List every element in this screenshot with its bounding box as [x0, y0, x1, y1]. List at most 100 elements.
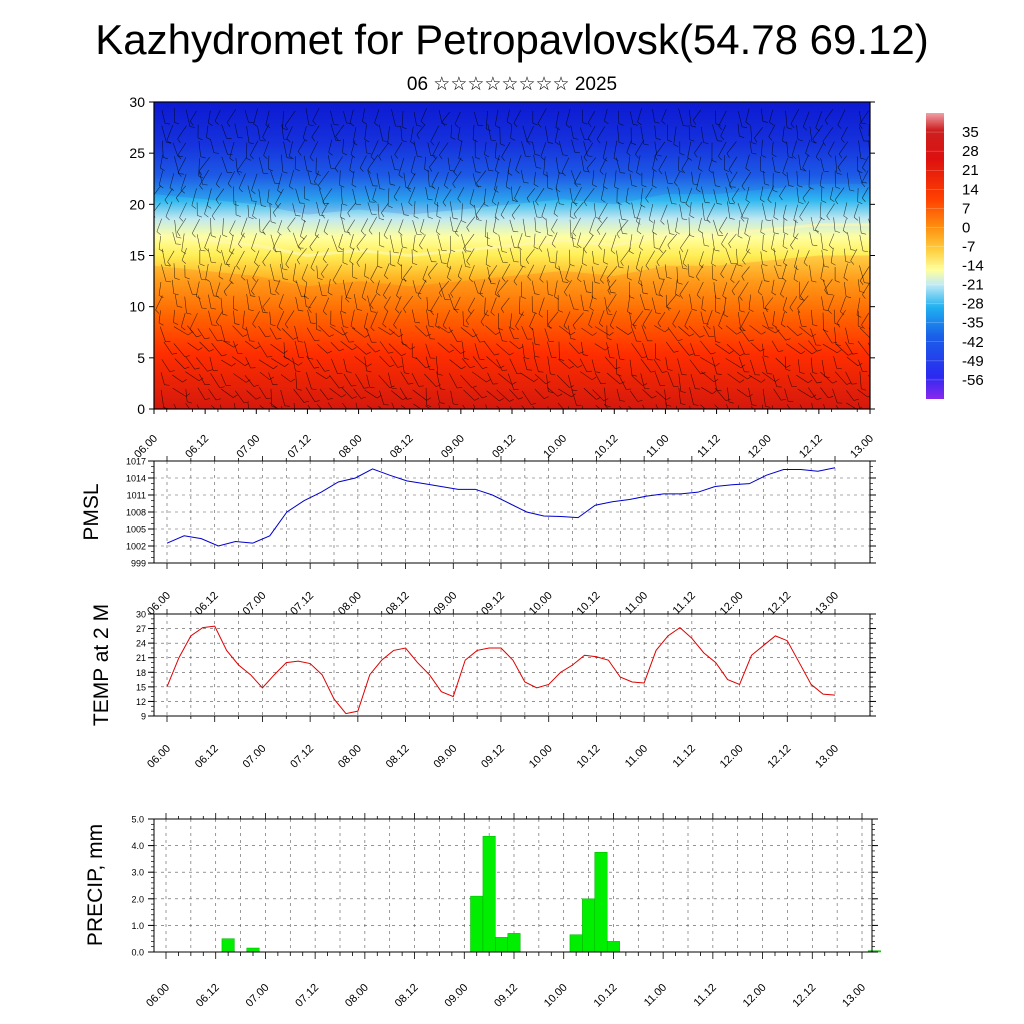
wind-barb-flag	[716, 203, 722, 205]
wind-barb-flag	[703, 323, 709, 325]
wind-barb-flag	[701, 308, 707, 312]
wind-barb	[253, 108, 258, 127]
wind-barb	[636, 218, 642, 235]
wind-barb-flag	[208, 349, 214, 352]
wind-barb-flag	[471, 418, 476, 419]
wind-barb-flag	[383, 235, 388, 240]
wind-barb-flag	[158, 295, 164, 299]
wind-barb-staff	[204, 232, 211, 248]
wind-barb-flag	[591, 296, 597, 300]
wind-barb	[460, 374, 477, 389]
wind-barb	[466, 216, 476, 232]
wind-barb	[629, 359, 637, 377]
wind-barb-flag	[801, 325, 807, 328]
wind-barb	[654, 371, 666, 387]
wind-barb-staff	[390, 356, 398, 368]
wind-barb	[658, 278, 665, 298]
wind-barb-staff	[466, 248, 475, 262]
wind-barb-staff	[283, 342, 286, 358]
wind-barb-flag	[739, 310, 745, 313]
wind-barb	[515, 154, 522, 174]
wind-barb	[472, 387, 488, 399]
wind-barb	[712, 124, 723, 142]
wind-barb	[760, 186, 765, 203]
wind-barb	[533, 356, 544, 373]
wind-barb-flag	[174, 121, 180, 125]
wind-barb	[450, 343, 466, 354]
wind-barb-staff	[700, 357, 716, 367]
wind-barb-flag	[184, 366, 190, 370]
wind-barb-staff	[741, 311, 750, 327]
wind-barb	[391, 402, 395, 409]
wind-barb	[664, 264, 672, 279]
wind-barb-staff	[161, 110, 166, 124]
wind-barb	[718, 141, 727, 161]
wind-barb	[251, 279, 259, 296]
wind-barb-staff	[713, 219, 719, 236]
wind-barb-staff	[799, 201, 810, 217]
wind-barb-flag	[826, 416, 831, 417]
wind-barb-staff	[535, 187, 545, 202]
wind-barb-staff	[198, 295, 202, 309]
wind-barb-staff	[748, 294, 751, 310]
wind-barb-staff	[558, 265, 564, 282]
wind-barb	[679, 141, 685, 156]
wind-barb-staff	[479, 279, 486, 295]
wind-barb	[798, 154, 806, 171]
wind-barb-flag	[650, 370, 656, 373]
wind-barb-staff	[583, 234, 594, 250]
wind-barb	[351, 171, 357, 188]
wind-barb	[599, 310, 605, 327]
wind-barb-staff	[367, 202, 372, 215]
wind-barb-staff	[355, 402, 358, 409]
wind-barb-staff	[173, 263, 176, 279]
wind-barb	[499, 127, 506, 146]
wind-barb	[343, 373, 357, 387]
wind-barb	[339, 170, 345, 188]
wind-barb-flag	[861, 388, 867, 391]
wind-barb-staff	[430, 125, 440, 142]
precip-bars	[221, 836, 881, 953]
wind-barb	[161, 264, 172, 283]
wind-barb-staff	[173, 343, 186, 358]
wind-barb	[267, 189, 273, 205]
wind-barb	[614, 170, 620, 190]
wind-barb-flag	[631, 185, 637, 187]
wind-barb-staff	[191, 218, 200, 234]
wind-barb-staff	[280, 263, 284, 279]
wind-barb-staff	[356, 247, 368, 263]
wind-barb-flag	[216, 250, 222, 254]
wind-barb	[569, 187, 578, 204]
colorbar-tick-label: -28	[962, 296, 984, 313]
wind-barb	[748, 374, 766, 383]
wind-barb	[294, 156, 300, 172]
wind-barb	[304, 186, 310, 201]
wind-barb-staff	[700, 126, 704, 143]
wind-barb	[842, 218, 848, 234]
wind-barb	[819, 172, 825, 189]
wind-barb-flag	[468, 278, 473, 283]
wind-barb	[618, 110, 624, 126]
wind-barb-staff	[267, 189, 270, 203]
wind-barb-flag	[322, 259, 327, 264]
wind-barb-flag	[177, 172, 182, 177]
temp-x-tick-label: 12.12	[765, 743, 793, 771]
wind-barb-flag	[799, 372, 805, 374]
wind-barb-flag	[495, 170, 500, 174]
wind-barb	[161, 359, 175, 372]
wind-barb-flag	[637, 121, 642, 126]
wind-barb-staff	[199, 373, 206, 386]
wind-barb	[161, 110, 170, 125]
wind-barb	[587, 126, 596, 143]
wind-barb	[822, 279, 834, 296]
wind-barb	[219, 404, 222, 409]
wind-barb-staff	[592, 389, 604, 401]
wind-barb-flag	[535, 201, 539, 206]
wind-barb-staff	[581, 327, 593, 336]
wind-barb-flag	[597, 230, 601, 235]
wind-barb-flag	[824, 265, 830, 268]
wind-barb-flag	[742, 126, 748, 128]
wind-barb	[640, 358, 656, 373]
wind-barb	[609, 310, 617, 330]
wind-barb	[342, 248, 348, 265]
